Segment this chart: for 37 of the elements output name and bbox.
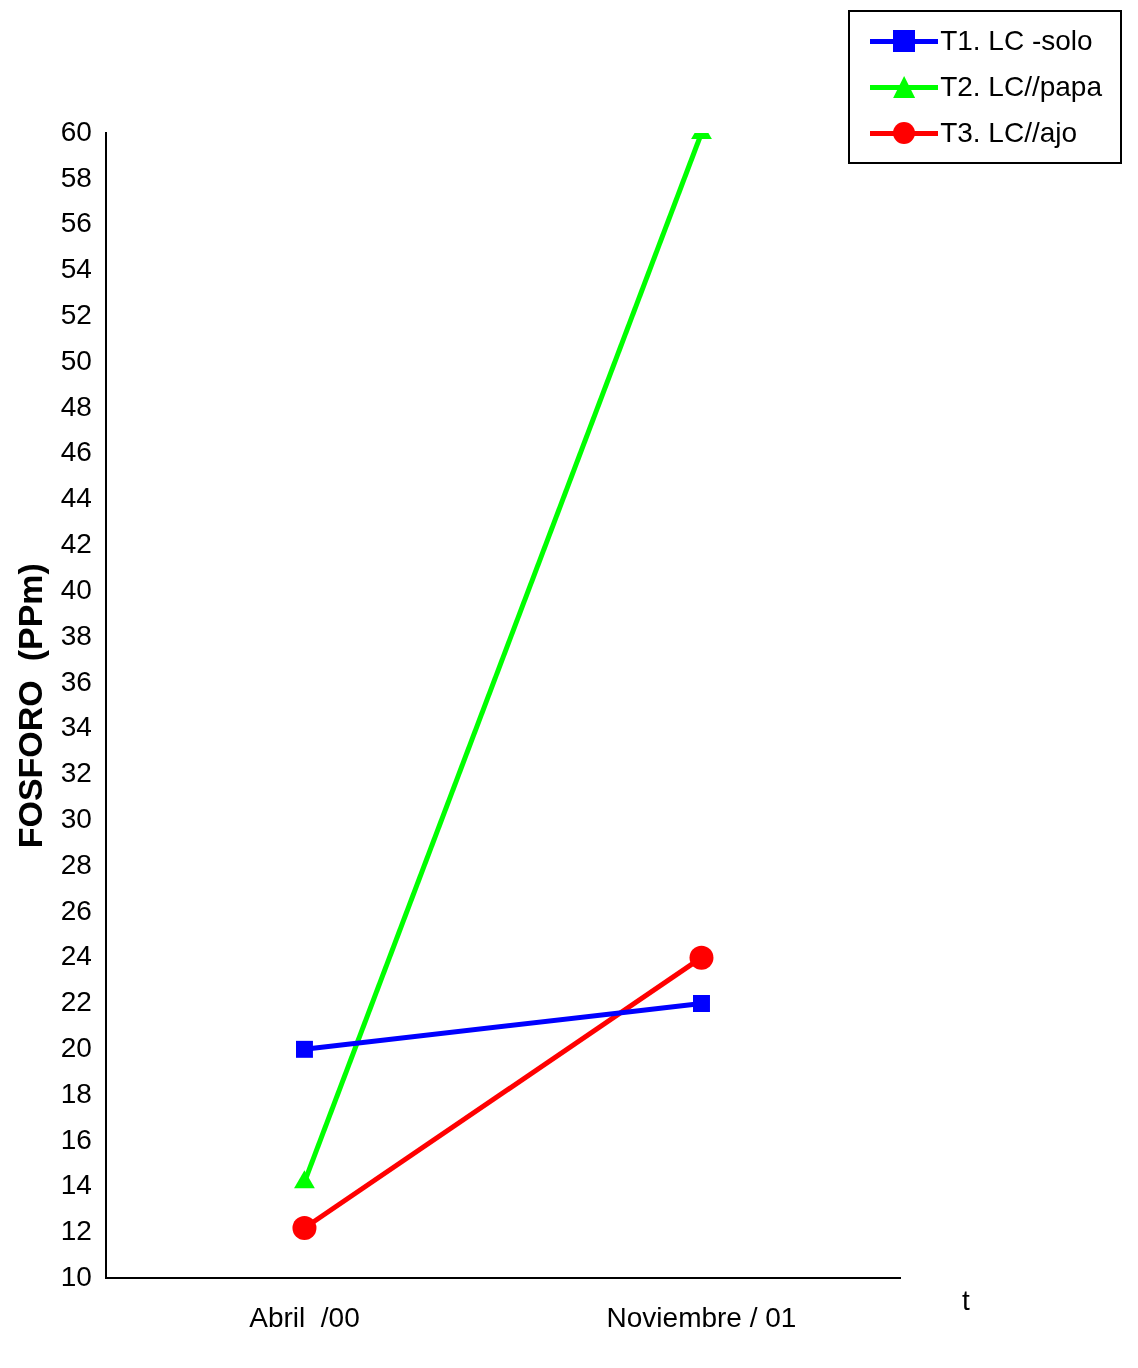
- y-tick-label: 42: [60, 528, 92, 560]
- x-axis-title: t: [962, 1285, 971, 1317]
- y-tick-label: 20: [60, 1032, 92, 1064]
- point: [295, 1040, 313, 1058]
- y-tick-label: 46: [60, 436, 92, 468]
- y-tick-label: 30: [60, 802, 92, 834]
- y-tick-label: 12: [60, 1215, 92, 1247]
- y-tick-label: 50: [60, 344, 92, 376]
- y-tick-label: 52: [60, 298, 92, 330]
- point: [292, 1216, 317, 1240]
- y-tick-label: 28: [60, 848, 92, 880]
- y-tick-label: 58: [60, 161, 92, 193]
- y-tick-label: 56: [60, 207, 92, 239]
- y-tick-label: 10: [60, 1261, 92, 1293]
- x-tick-label: Abril /00: [249, 1301, 360, 1333]
- y-tick-label: 14: [60, 1169, 92, 1201]
- legend-label: T1. LC -solo: [940, 25, 1093, 57]
- y-tick-label: 32: [60, 757, 92, 789]
- y-tick-label: 40: [60, 573, 92, 605]
- y-tick-label: 22: [60, 986, 92, 1018]
- point: [693, 995, 710, 1012]
- point: [689, 945, 714, 970]
- x-tick-label: Noviembre / 01: [606, 1301, 797, 1333]
- y-tick-label: 24: [60, 940, 92, 972]
- y-tick-label: 38: [60, 619, 92, 651]
- y-tick-label: 18: [60, 1077, 92, 1109]
- y-tick-label: 60: [60, 115, 92, 147]
- y-tick-label: 26: [60, 894, 92, 926]
- y-tick-label: 48: [60, 390, 92, 422]
- y-tick-label: 34: [60, 711, 92, 743]
- y-tick-label: 16: [60, 1123, 92, 1155]
- y-tick-label: 54: [60, 253, 92, 285]
- legend-label: T3. LC//ajo: [940, 117, 1078, 149]
- y-tick-label: 44: [60, 482, 92, 514]
- y-tick-label: 36: [60, 665, 92, 697]
- legend-label: T2. LC//papa: [940, 71, 1102, 103]
- y-axis-title: FOSFORO (PPm): [10, 563, 49, 849]
